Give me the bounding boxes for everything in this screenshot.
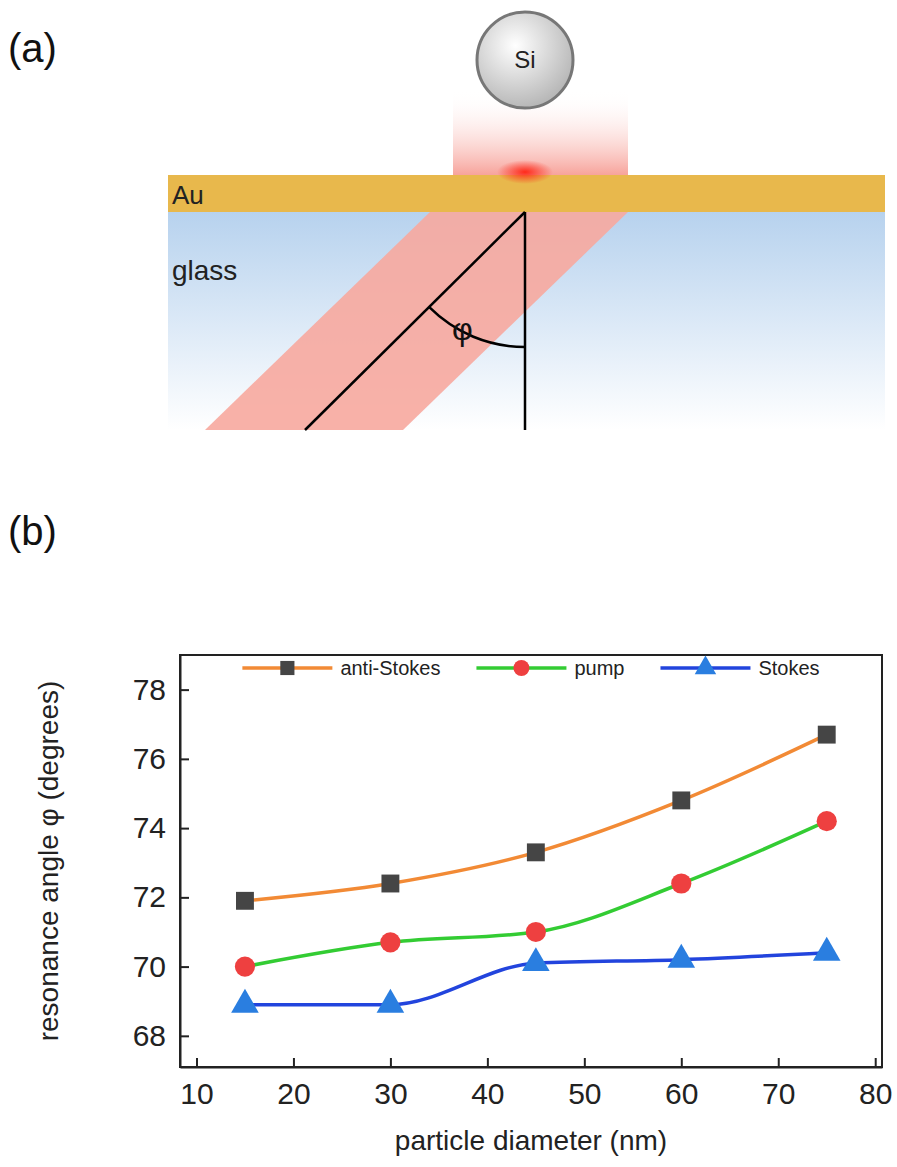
figure: (a) Si Au glass φ (b) 10 20 30 40 50 60 70 80 68 70 72 74…: [0, 0, 897, 1167]
tick-mark: [487, 1058, 489, 1067]
sphere-label: Si: [514, 46, 535, 73]
tick-mark: [293, 1058, 295, 1067]
tick: 70: [133, 950, 189, 983]
tick: 76: [133, 742, 189, 775]
tick-label: 74: [133, 811, 166, 844]
tick: 78: [133, 673, 189, 706]
x-axis-line: [181, 1067, 883, 1069]
normal-line: [524, 212, 527, 430]
beam: [205, 212, 628, 430]
y-axis: 68 70 72 74 76 78: [133, 656, 189, 1068]
tick-mark: [196, 1058, 198, 1067]
tick: 60: [665, 1058, 698, 1110]
tick-mark: [681, 1058, 683, 1067]
tick-mark: [180, 758, 189, 760]
marker: [526, 922, 546, 942]
legend-marker: [280, 661, 294, 675]
layer-label: glass: [172, 255, 237, 286]
tick-label: 70: [133, 950, 166, 983]
tick: 10: [180, 1058, 213, 1110]
y-axis-line: [180, 656, 182, 1068]
angle-label: φ: [452, 311, 473, 347]
tick-label: 60: [665, 1077, 698, 1110]
x-axis: 10 20 30 40 50 60 70 80: [180, 1058, 892, 1110]
marker: [381, 875, 399, 893]
tick: 30: [374, 1058, 407, 1110]
tick-label: 76: [133, 742, 166, 775]
legend-label: pump: [574, 657, 624, 679]
marker: [235, 957, 255, 977]
hot-spot: [497, 160, 553, 184]
series-line: [245, 735, 827, 901]
panel-label: (b): [8, 509, 57, 553]
tick-mark: [180, 966, 189, 968]
panel-a: (a) Si Au glass φ: [8, 12, 885, 430]
marker: [813, 937, 841, 961]
legend-entry: pump: [476, 657, 624, 679]
tick: 72: [133, 880, 189, 913]
tick-mark: [180, 1035, 189, 1037]
marker: [667, 944, 695, 968]
tick-mark: [180, 897, 189, 899]
marker: [236, 892, 254, 910]
legend: anti-Stokes pump Stokes: [242, 656, 819, 679]
tick-label: 80: [859, 1077, 892, 1110]
tick-label: 72: [133, 880, 166, 913]
legend-label: Stokes: [758, 657, 819, 679]
marker: [527, 843, 545, 861]
legend-marker: [513, 660, 529, 676]
legend-entry: anti-Stokes: [242, 657, 440, 679]
glass: [168, 212, 885, 430]
tick: 68: [133, 1019, 189, 1052]
tick-label: 68: [133, 1019, 166, 1052]
tick-label: 78: [133, 673, 166, 706]
plot-frame: [180, 655, 882, 1067]
tick: 50: [568, 1058, 601, 1110]
tick-label: 70: [762, 1077, 795, 1110]
tick-mark: [778, 1058, 780, 1067]
marker: [672, 791, 690, 809]
marker: [380, 932, 400, 952]
tick-label: 40: [471, 1077, 504, 1110]
tick: 40: [471, 1058, 504, 1110]
plot-area: [231, 726, 840, 1013]
layer-label: Au: [172, 180, 204, 210]
tick-mark: [584, 1058, 586, 1067]
marker: [377, 989, 405, 1013]
marker: [817, 811, 837, 831]
series-line: [245, 821, 827, 966]
tick: 80: [859, 1058, 892, 1110]
angle-arc: [430, 307, 525, 347]
tick-mark: [180, 828, 189, 830]
tick-label: 10: [180, 1077, 213, 1110]
panel-b: (b) 10 20 30 40 50 60 70 80 68 70 72 74 76 78 particle …: [8, 509, 892, 1156]
legend-marker: [695, 656, 716, 675]
tick: 74: [133, 811, 189, 844]
x-axis-title: particle diameter (nm): [395, 1125, 667, 1156]
beam-axis: [305, 212, 525, 430]
legend-entry: Stokes: [660, 656, 819, 679]
legend-label: anti-Stokes: [340, 657, 440, 679]
tick: 20: [277, 1058, 310, 1110]
marker: [231, 989, 259, 1013]
tick-mark: [180, 689, 189, 691]
tick-mark: [390, 1058, 392, 1067]
panel-label: (a): [8, 26, 57, 70]
si-sphere: [477, 12, 573, 108]
tick: 70: [762, 1058, 795, 1110]
marker: [522, 947, 550, 971]
marker: [671, 873, 691, 893]
tick-mark: [875, 1058, 877, 1067]
tick-label: 20: [277, 1077, 310, 1110]
tick-label: 30: [374, 1077, 407, 1110]
tick-label: 50: [568, 1077, 601, 1110]
marker: [818, 726, 836, 744]
y-axis-title: resonance angle φ (degrees): [33, 681, 64, 1042]
